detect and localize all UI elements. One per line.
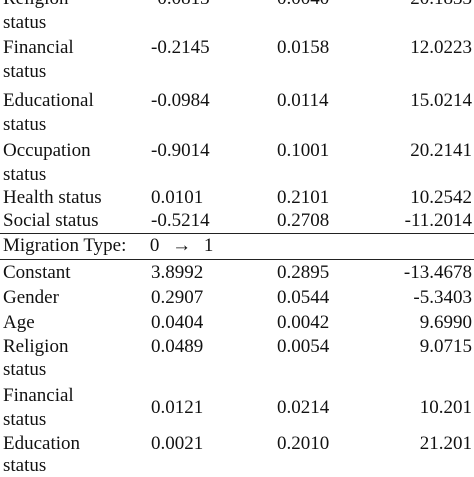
coefficient: -0.9014 [151,140,210,161]
statistic: -11.2014 [404,210,472,231]
std-error: 0.2010 [277,433,330,454]
variable-name: Religion [3,0,68,10]
variable-name: Educational [3,90,94,111]
section-to: 1 [203,235,214,256]
std-error: 0.0040 [277,0,329,10]
variable-name-cont: status [3,359,47,380]
variable-name: Social status [3,210,99,231]
variable-name: Occupation [3,140,91,161]
std-error: 0.2895 [277,262,330,283]
std-error: 0.0054 [277,336,330,357]
std-error: 0.0544 [277,287,330,308]
std-error: 0.0158 [277,37,330,58]
variable-name: Education [3,433,81,454]
variable-name-cont: status [3,114,47,135]
section-from: 0 [149,235,160,256]
statistic: 9.6990 [419,312,472,333]
variable-name: Gender [3,287,59,308]
variable-name: Age [3,312,35,333]
statistic: 12.0223 [410,37,472,58]
section-rule-bottom [0,259,474,260]
coefficient: -0.5214 [151,210,210,231]
variable-name: Health status [3,187,102,208]
coefficient: 0.0101 [151,187,204,208]
coefficient: 0.0021 [151,433,204,454]
std-error: 0.0214 [277,397,330,418]
coefficient: 0.0404 [151,312,204,333]
coefficient: 0.0121 [151,397,204,418]
std-error: 0.2708 [277,210,330,231]
std-error: 0.2101 [277,187,330,208]
coefficient: -0.0984 [151,90,210,111]
coefficient: -0.2145 [151,37,210,58]
variable-name: Financial [3,37,74,58]
section-header: Migration Type: 0 → 1 [3,235,213,257]
variable-name-cont: status [3,12,47,33]
statistic: -20.1833 [404,0,472,10]
statistic: 9.0715 [419,336,472,357]
coefficient: 0.2907 [151,287,204,308]
std-error: 0.0114 [277,90,329,111]
coefficient: -0.0813 [151,0,210,10]
coefficient: 3.8992 [151,262,204,283]
section-rule-top [0,233,474,234]
variable-name-cont: status [3,61,47,82]
statistic: 10.2542 [410,187,472,208]
coefficient: 0.0489 [151,336,204,357]
statistic: 15.0214 [410,90,472,111]
statistic: -13.4678 [403,262,472,283]
arrow-right-icon: → [172,235,192,256]
variable-name-cont: status [3,409,47,430]
statistic: -5.3403 [413,287,472,308]
variable-name-cont: status [3,455,47,476]
section-label: Migration Type: [3,235,127,256]
variable-name: Constant [3,262,71,283]
variable-name: Financial [3,385,74,406]
std-error: 0.1001 [277,140,330,161]
variable-name: Religion [3,336,69,357]
statistic: 21.201 [419,433,472,454]
statistic: 20.2141 [410,140,472,161]
std-error: 0.0042 [277,312,330,333]
variable-name-cont: status [3,164,47,185]
statistic: 10.201 [419,397,472,418]
